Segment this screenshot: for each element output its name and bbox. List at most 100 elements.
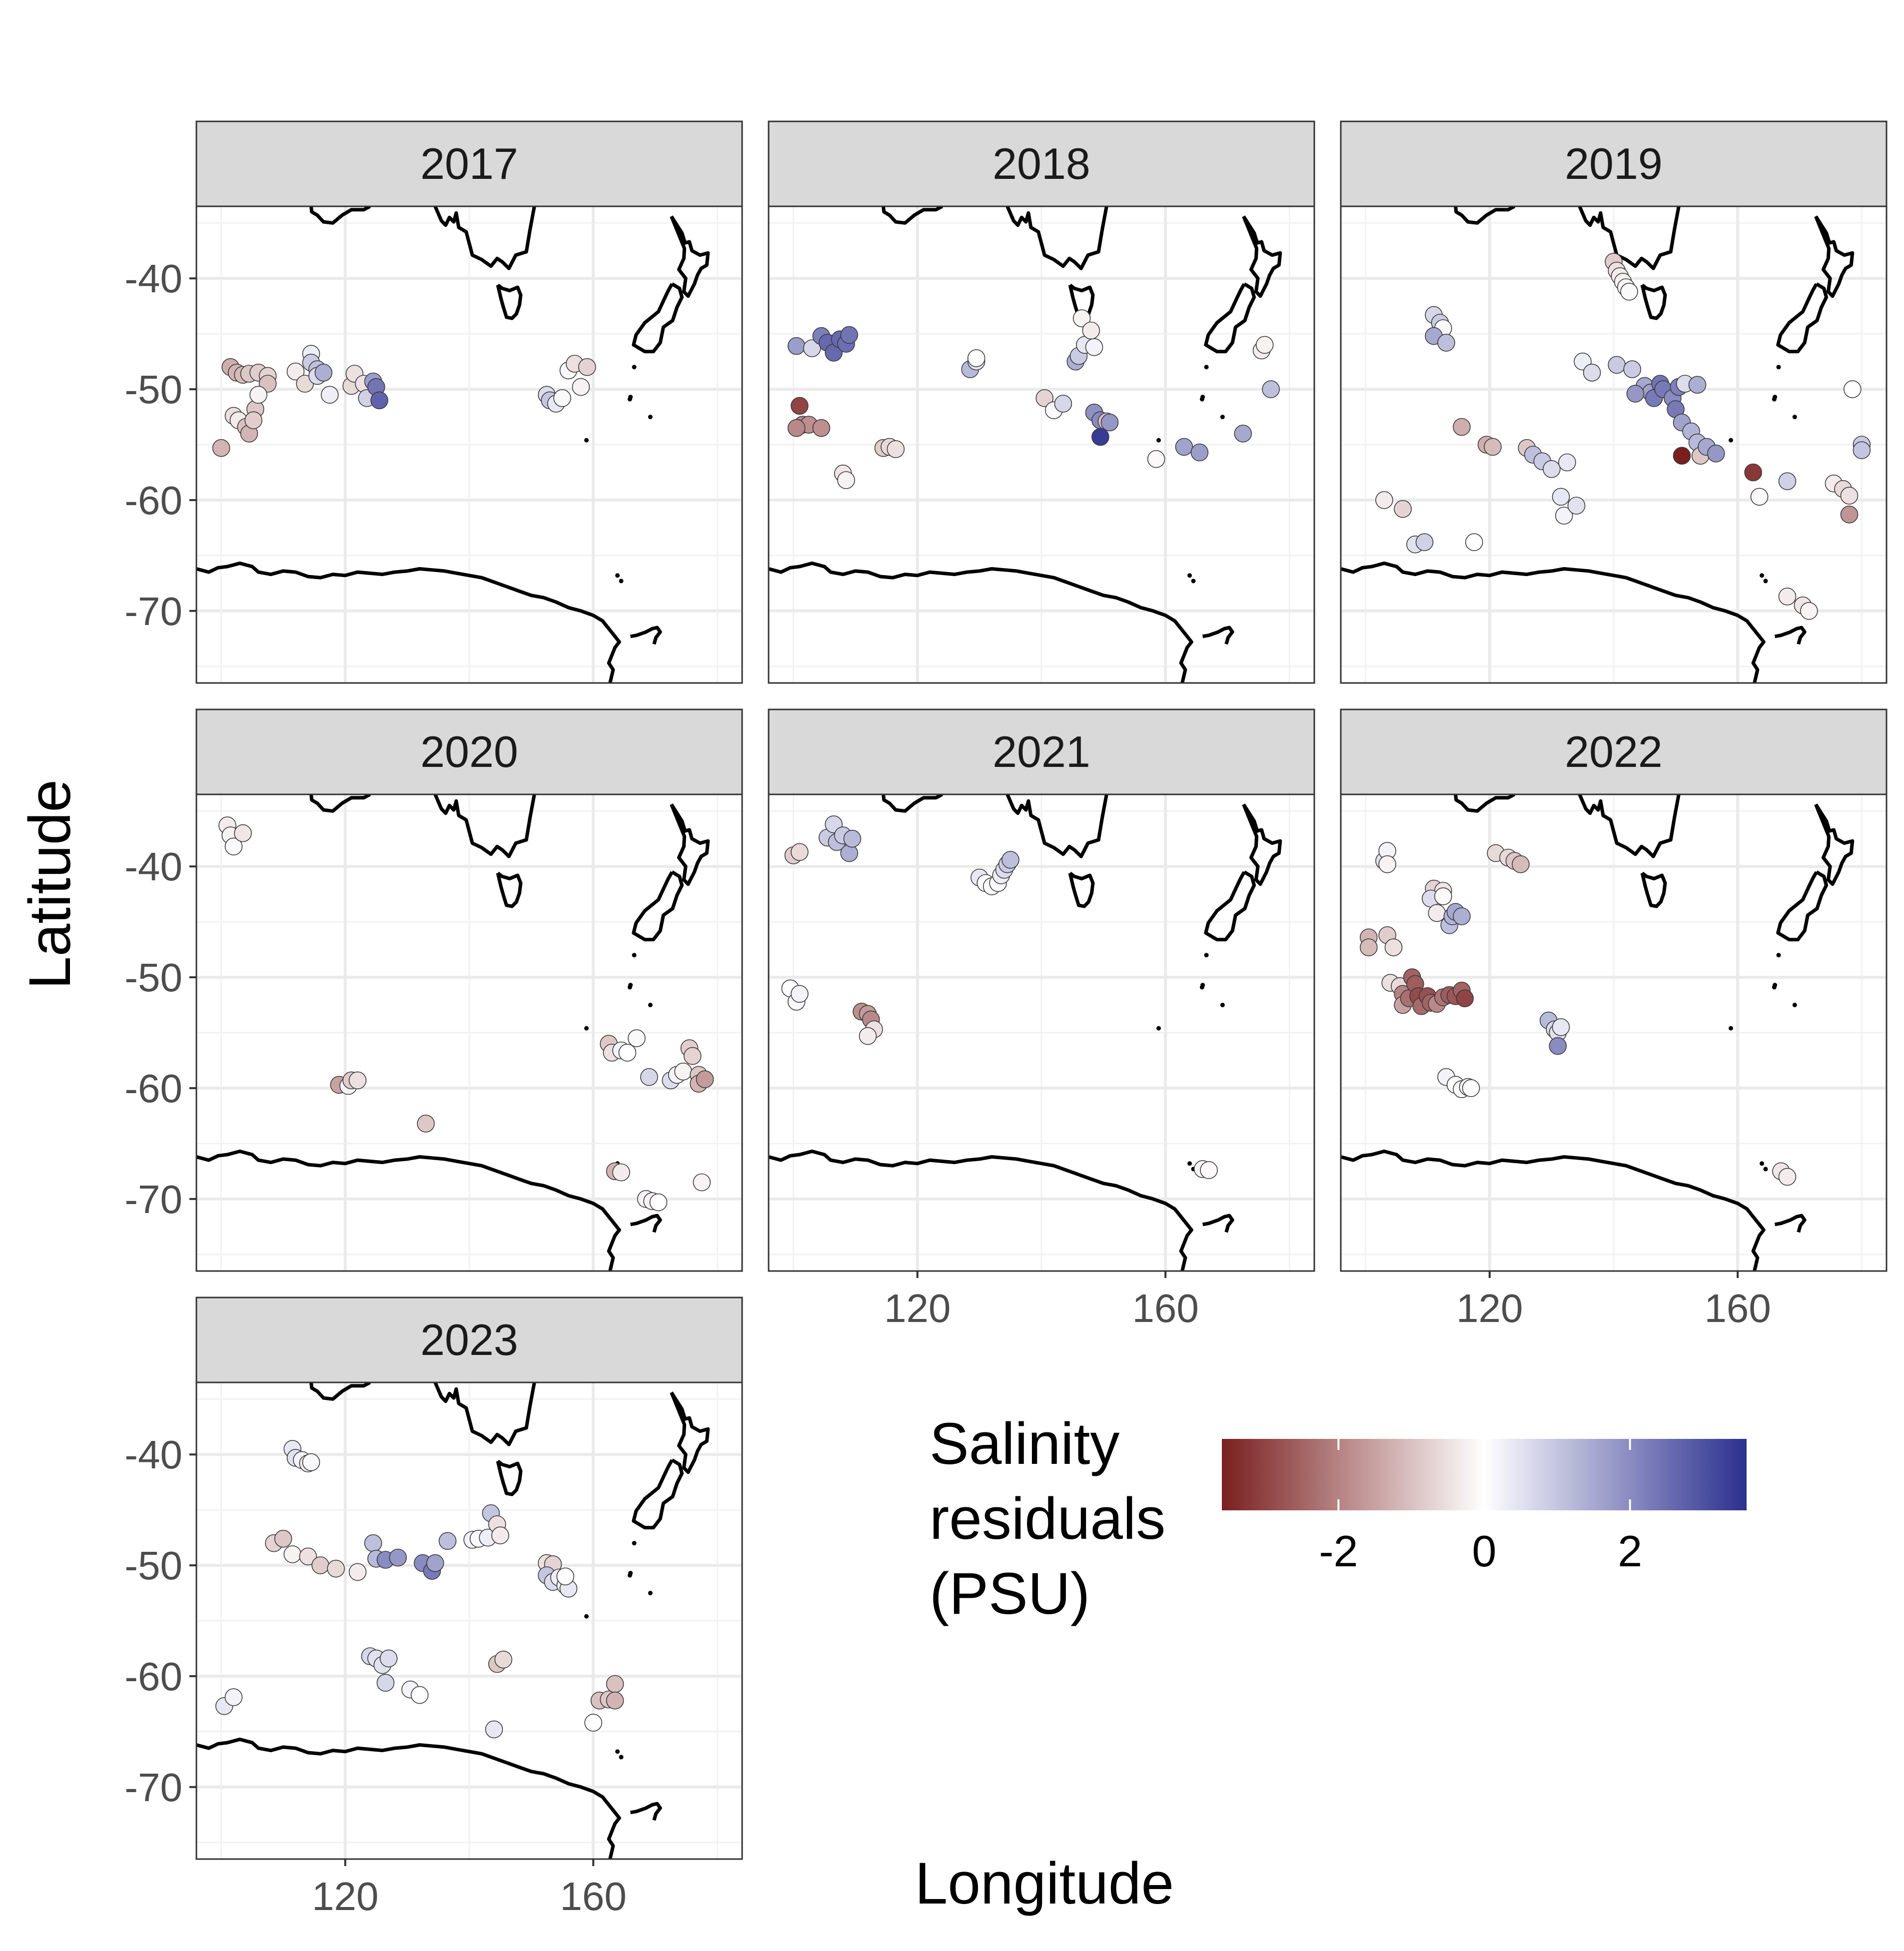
data-point xyxy=(788,419,806,437)
x-tick-label: 120 xyxy=(884,1286,951,1330)
coastline-cape xyxy=(1202,626,1234,645)
coastline-tasmania xyxy=(1068,283,1095,320)
y-axis-title: Latitude xyxy=(17,779,83,989)
island xyxy=(584,1614,589,1619)
data-point xyxy=(1543,460,1561,478)
data-point xyxy=(494,1650,513,1669)
island xyxy=(584,1026,589,1031)
data-point xyxy=(376,1674,395,1692)
data-point xyxy=(438,1532,457,1550)
data-point xyxy=(1175,438,1193,456)
coastline-nz_south xyxy=(1776,870,1829,942)
island xyxy=(1729,1026,1734,1031)
points xyxy=(781,815,1218,1179)
y-tick-label: -60 xyxy=(124,1066,182,1111)
coastline-south_aus xyxy=(1578,206,1681,270)
points xyxy=(215,1440,624,1739)
island xyxy=(632,953,637,958)
coastline-south_aus xyxy=(433,206,536,270)
data-point xyxy=(1456,989,1474,1007)
island xyxy=(1776,953,1781,958)
data-point xyxy=(788,337,806,355)
data-point xyxy=(1085,338,1103,356)
data-point xyxy=(628,1029,646,1047)
data-point xyxy=(491,1526,509,1544)
data-point xyxy=(364,1534,382,1552)
data-point xyxy=(1778,472,1797,491)
y-tick-label: -40 xyxy=(124,256,182,301)
island xyxy=(1792,415,1797,420)
coastline-cape xyxy=(630,1214,662,1233)
data-point xyxy=(1394,500,1412,518)
island xyxy=(1156,438,1161,443)
island xyxy=(1792,1003,1797,1008)
coastline-australia xyxy=(882,206,944,225)
facet-2019: 2019 xyxy=(1340,120,1888,684)
data-point xyxy=(1437,334,1455,352)
coastline-nz_south xyxy=(632,282,684,354)
legend-colorbar xyxy=(1222,1439,1747,1510)
y-tick-label: -70 xyxy=(124,589,182,634)
data-point xyxy=(803,339,821,357)
data-point xyxy=(553,389,571,407)
data-point xyxy=(274,1530,292,1548)
facet-2022: 2022 120 160 xyxy=(1340,708,1888,1330)
facet-strip xyxy=(1340,708,1888,795)
coastline-antarctica xyxy=(1341,1149,1766,1271)
data-point xyxy=(556,1567,575,1586)
facet-strip xyxy=(195,708,743,795)
data-point xyxy=(1583,363,1601,382)
data-point xyxy=(578,358,596,376)
y-tick-label: -70 xyxy=(124,1765,182,1810)
data-point xyxy=(1035,389,1053,407)
legend-title-line: (PSU) xyxy=(930,1561,1090,1627)
island xyxy=(1191,579,1196,584)
data-point xyxy=(791,843,809,861)
data-point xyxy=(840,326,859,344)
y-tick-label: -50 xyxy=(124,955,182,1000)
data-point xyxy=(1552,1018,1570,1036)
data-point xyxy=(1567,497,1586,515)
data-point xyxy=(606,1691,624,1710)
coastline-antarctica xyxy=(769,561,1193,683)
coastline-nz_north xyxy=(1814,803,1855,886)
data-point xyxy=(1465,533,1483,551)
island xyxy=(1156,1026,1161,1031)
data-point xyxy=(791,985,809,1003)
island xyxy=(619,579,624,584)
data-point xyxy=(212,439,230,457)
facet-strip xyxy=(195,120,743,207)
coastline-nz_north xyxy=(1242,803,1282,886)
facet-title: 2022 xyxy=(1565,727,1663,776)
island xyxy=(1763,1167,1768,1172)
data-point xyxy=(1147,450,1165,468)
data-point xyxy=(1001,851,1019,869)
y-tick-label: -40 xyxy=(124,1432,182,1477)
data-point xyxy=(618,1044,637,1062)
data-point xyxy=(1549,1037,1567,1055)
x-axis-title: Longitude xyxy=(915,1851,1174,1917)
island xyxy=(1772,985,1777,990)
facet-title: 2017 xyxy=(420,139,518,188)
y-tick-label: -70 xyxy=(124,1177,182,1222)
coastlines xyxy=(196,1382,710,1859)
data-point xyxy=(1462,1079,1480,1097)
coastline-nz_north xyxy=(670,215,710,298)
data-point xyxy=(967,349,985,367)
coastline-nz_south xyxy=(1204,282,1256,354)
coastline-nz_north xyxy=(670,803,710,886)
data-point xyxy=(234,824,252,842)
coastline-nz_south xyxy=(1776,282,1829,354)
data-point xyxy=(1853,441,1871,459)
island xyxy=(648,415,653,420)
coastline-antarctica xyxy=(196,1149,621,1271)
data-point xyxy=(1054,395,1072,413)
data-point xyxy=(283,1545,302,1563)
data-point xyxy=(693,1173,711,1192)
island xyxy=(627,1573,632,1578)
data-point xyxy=(348,1071,367,1090)
data-point xyxy=(859,1027,877,1045)
data-point xyxy=(1840,506,1859,524)
island xyxy=(1204,365,1209,370)
